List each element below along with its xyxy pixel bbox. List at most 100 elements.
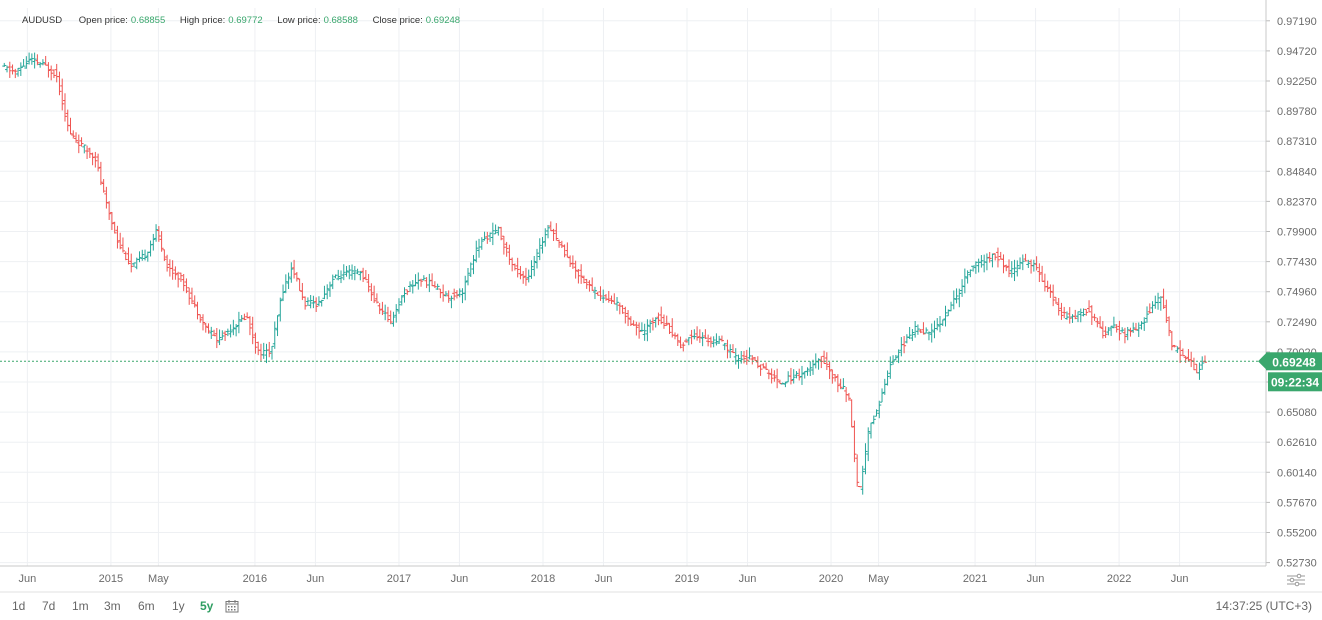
- ohlc-bar: [540, 237, 545, 254]
- ohlc-bar: [1194, 363, 1199, 374]
- settings-sliders-icon[interactable]: [1286, 573, 1306, 587]
- ohlc-bar: [319, 299, 324, 307]
- range-7d-button[interactable]: 7d: [42, 599, 56, 613]
- ohlc-bar: [512, 263, 517, 271]
- range-1m-button[interactable]: 1m: [72, 599, 89, 613]
- ohlc-bar: [87, 147, 92, 159]
- ohlc-bar: [131, 262, 136, 268]
- ohlc-bar: [559, 240, 564, 249]
- ohlc-bar: [16, 67, 21, 77]
- ohlc-bar: [620, 305, 625, 314]
- ohlc-bar: [1109, 325, 1114, 336]
- ohlc-bar: [595, 291, 600, 296]
- ohlc-bar: [234, 323, 239, 337]
- ohlc-bar: [60, 78, 65, 111]
- y-tick-label: 0.87310: [1277, 136, 1317, 148]
- ohlc-bar: [1172, 344, 1177, 348]
- ohlc-bar: [730, 344, 735, 354]
- ohlc-bar: [96, 153, 101, 172]
- ohlc-bar: [808, 361, 813, 377]
- ohlc-bar: [311, 295, 316, 309]
- x-tick-label: Jun: [307, 573, 325, 585]
- ohlc-bar: [990, 253, 995, 268]
- ohlc-bar: [1053, 296, 1058, 304]
- ohlc-bar: [628, 316, 633, 327]
- ohlc-bar: [452, 288, 457, 301]
- ohlc-bar: [786, 371, 791, 383]
- ohlc-bar: [993, 253, 998, 261]
- range-6m-button[interactable]: 6m: [138, 599, 155, 613]
- x-tick-label: Jun: [1171, 573, 1189, 585]
- ohlc-bar: [270, 345, 275, 360]
- y-tick-label: 0.84840: [1277, 166, 1317, 178]
- ohlc-bar: [344, 265, 349, 277]
- ohlc-bar: [49, 65, 54, 81]
- ohlc-bar: [278, 297, 283, 322]
- y-tick-label: 0.79900: [1277, 226, 1317, 238]
- countdown-tag: [1268, 372, 1322, 392]
- calendar-icon[interactable]: [225, 599, 239, 613]
- ohlc-bar: [82, 144, 87, 154]
- ohlc-bar: [413, 274, 418, 287]
- ohlc-bar: [391, 311, 396, 327]
- ohlc-bar: [485, 231, 490, 244]
- ohlc-bar: [557, 239, 562, 248]
- ohlc-bar: [634, 321, 639, 336]
- ohlc-bar: [910, 329, 915, 342]
- ohlc-bar: [408, 281, 413, 293]
- range-3m-button[interactable]: 3m: [104, 599, 121, 613]
- range-1y-button[interactable]: 1y: [172, 599, 185, 613]
- ohlc-bar: [987, 252, 992, 263]
- ohlc-bar: [615, 297, 620, 311]
- ohlc-bar: [606, 290, 611, 303]
- ohlc-bar: [253, 332, 258, 354]
- ohlc-bar: [471, 255, 476, 275]
- ohlc-bar: [915, 324, 920, 335]
- ohlc-bar: [107, 201, 112, 220]
- ohlc-bar: [35, 54, 40, 66]
- ohlc-bar: [1158, 296, 1163, 311]
- ohlc-bar: [336, 269, 341, 281]
- ohlc-bar: [584, 278, 589, 289]
- clock-timezone: 14:37:25 (UTC+3): [1215, 599, 1312, 613]
- ohlc-bar: [1095, 317, 1100, 328]
- ohlc-bar: [706, 334, 711, 347]
- ohlc-bar: [1178, 340, 1183, 363]
- ohlc-bar: [380, 301, 385, 316]
- y-tick-label: 0.89780: [1277, 106, 1317, 118]
- ohlc-bar: [532, 256, 537, 277]
- ohlc-bar: [43, 55, 48, 66]
- ohlc-bar: [1169, 331, 1174, 351]
- ohlc-bar: [62, 93, 67, 122]
- ohlc-bar: [1023, 253, 1028, 262]
- ohlc-bar: [154, 224, 159, 242]
- x-tick-label: Jun: [1027, 573, 1045, 585]
- ohlc-bar: [176, 271, 181, 288]
- ohlc-bar: [1111, 316, 1116, 329]
- ohlc-bar: [2, 62, 7, 67]
- ohlc-bar: [1092, 313, 1097, 321]
- ohlc-bar: [995, 247, 1000, 268]
- ohlc-bar: [1007, 259, 1012, 278]
- high-label: High price:: [179, 15, 226, 26]
- range-1d-button[interactable]: 1d: [12, 599, 26, 613]
- ohlc-bar: [824, 352, 829, 371]
- close-value: 0.69248: [425, 15, 461, 26]
- range-5y-button[interactable]: 5y: [200, 599, 214, 613]
- ohlc-bar: [159, 231, 164, 252]
- ohlc-bar: [156, 226, 161, 242]
- ohlc-bar: [529, 260, 534, 279]
- ohlc-bar: [982, 254, 987, 273]
- ohlc-bar: [592, 286, 597, 300]
- ohlc-bars: [2, 52, 1207, 495]
- ohlc-bar: [962, 268, 967, 294]
- ohlc-chart[interactable]: 0.97190 0.94720 0.92250 0.89780 0.87310 0.848…: [0, 0, 1322, 593]
- ohlc-bar: [198, 314, 203, 323]
- ohlc-bar: [623, 306, 628, 324]
- current-price-pointer: [1258, 353, 1266, 370]
- ohlc-bar: [352, 265, 357, 281]
- ohlc-bar: [129, 253, 134, 273]
- x-tick-label: Jun: [451, 573, 469, 585]
- ohlc-bar: [361, 267, 366, 283]
- ohlc-bar: [405, 289, 410, 296]
